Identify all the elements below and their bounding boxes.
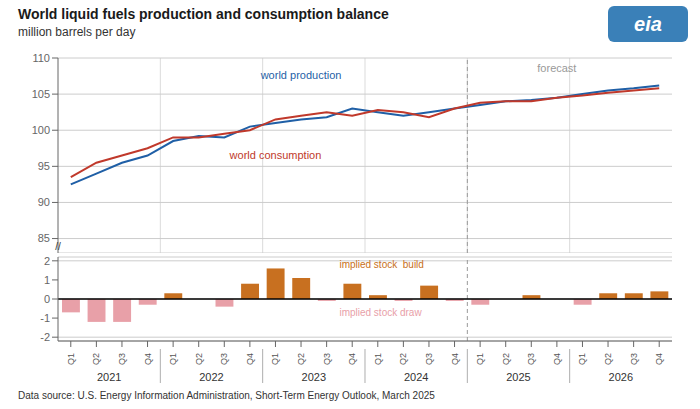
svg-text:world consumption: world consumption	[229, 149, 322, 161]
html-text:World liquid fuels production: World liquid fuels production and consum…	[18, 6, 389, 22]
svg-text:100: 100	[32, 124, 50, 136]
svg-text:105: 105	[32, 88, 50, 100]
svg-text:2021: 2021	[97, 371, 121, 383]
svg-text:Q2: Q2	[603, 353, 613, 365]
svg-text:Q1: Q1	[168, 353, 178, 365]
svg-text:2025: 2025	[506, 371, 530, 383]
svg-text:Q1: Q1	[475, 353, 485, 365]
svg-text://: //	[55, 241, 61, 252]
html-text:Data source: U.S. Energy Infor: Data source: U.S. Energy Information Adm…	[18, 390, 435, 401]
svg-text:2024: 2024	[404, 371, 428, 383]
svg-text:Q3: Q3	[219, 353, 229, 365]
svg-text:2022: 2022	[199, 371, 223, 383]
svg-text:Q3: Q3	[629, 353, 639, 365]
svg-text:implied stock draw: implied stock draw	[339, 307, 422, 318]
svg-text:Q1: Q1	[270, 353, 280, 365]
svg-text:-2: -2	[40, 331, 50, 343]
svg-text:Q2: Q2	[501, 353, 511, 365]
svg-text:2026: 2026	[609, 371, 633, 383]
svg-text:Q4: Q4	[552, 353, 562, 365]
svg-text:forecast: forecast	[537, 62, 576, 74]
svg-text:Q4: Q4	[450, 353, 460, 365]
svg-text:Q1: Q1	[577, 353, 587, 365]
svg-text:-1: -1	[40, 312, 50, 324]
html-text:million barrels per day: million barrels per day	[18, 25, 136, 39]
svg-text:Q4: Q4	[654, 353, 664, 365]
svg-text:Q2: Q2	[296, 353, 306, 365]
svg-text:Q4: Q4	[347, 353, 357, 365]
svg-text:world production: world production	[260, 69, 342, 81]
svg-text:85: 85	[38, 232, 50, 244]
svg-text:Q3: Q3	[424, 353, 434, 365]
svg-text:0: 0	[44, 293, 50, 305]
svg-text:Q2: Q2	[194, 353, 204, 365]
svg-text:Q3: Q3	[322, 353, 332, 365]
svg-text:Q4: Q4	[245, 353, 255, 365]
svg-text:Q2: Q2	[91, 353, 101, 365]
svg-text:90: 90	[38, 196, 50, 208]
svg-text:Q2: Q2	[398, 353, 408, 365]
svg-text:Q3: Q3	[117, 353, 127, 365]
svg-text:2023: 2023	[302, 371, 326, 383]
svg-text:2: 2	[44, 255, 50, 267]
svg-text:110: 110	[32, 52, 50, 64]
svg-text:Q1: Q1	[373, 353, 383, 365]
svg-text:Q1: Q1	[66, 353, 76, 365]
svg-text:implied stock build: implied stock build	[339, 259, 423, 270]
svg-text:1: 1	[44, 274, 50, 286]
svg-text:95: 95	[38, 160, 50, 172]
svg-text:Q4: Q4	[143, 353, 153, 365]
html-text:eia: eia	[634, 12, 662, 35]
svg-text:Q3: Q3	[526, 353, 536, 365]
